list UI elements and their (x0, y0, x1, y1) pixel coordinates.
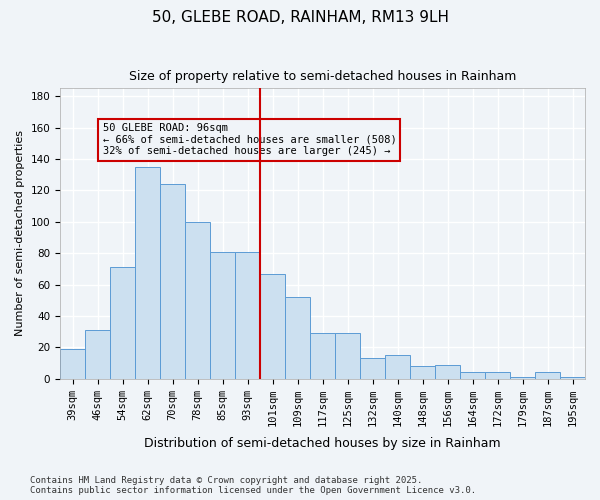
Bar (60, 349, 85, 378)
Bar (235, 252, 260, 378)
Bar (310, 333, 335, 378)
Bar (385, 355, 410, 378)
Text: 50, GLEBE ROAD, RAINHAM, RM13 9LH: 50, GLEBE ROAD, RAINHAM, RM13 9LH (151, 10, 449, 25)
Bar (135, 167, 160, 378)
Bar (360, 358, 385, 378)
Text: 50 GLEBE ROAD: 96sqm
← 66% of semi-detached houses are smaller (508)
32% of semi: 50 GLEBE ROAD: 96sqm ← 66% of semi-detac… (103, 123, 396, 156)
Bar (560, 377, 585, 378)
Bar (460, 372, 485, 378)
Bar (85, 330, 110, 378)
Bar (260, 274, 285, 378)
Title: Size of property relative to semi-detached houses in Rainham: Size of property relative to semi-detach… (129, 70, 516, 83)
Y-axis label: Number of semi-detached properties: Number of semi-detached properties (15, 130, 25, 336)
X-axis label: Distribution of semi-detached houses by size in Rainham: Distribution of semi-detached houses by … (144, 437, 501, 450)
Bar (335, 333, 360, 378)
Bar (110, 267, 135, 378)
Bar (510, 377, 535, 378)
Bar (535, 372, 560, 378)
Bar (410, 366, 435, 378)
Bar (485, 372, 510, 378)
Bar (185, 222, 210, 378)
Bar (160, 184, 185, 378)
Text: Contains HM Land Registry data © Crown copyright and database right 2025.
Contai: Contains HM Land Registry data © Crown c… (30, 476, 476, 495)
Bar (435, 364, 460, 378)
Bar (285, 297, 310, 378)
Bar (210, 252, 235, 378)
